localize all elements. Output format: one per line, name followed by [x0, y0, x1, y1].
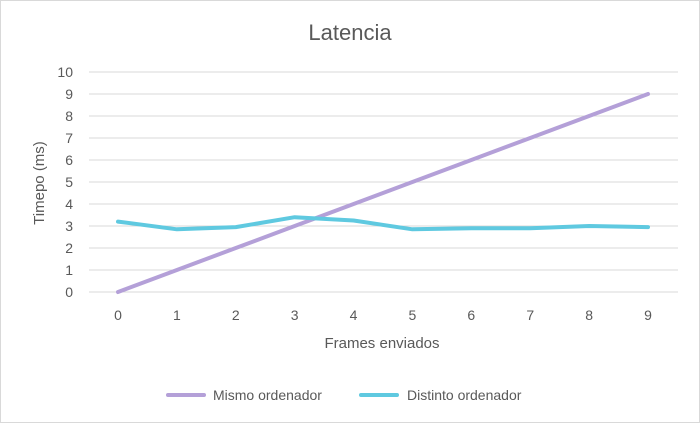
- x-tick-label: 0: [114, 307, 122, 323]
- y-tick-label: 6: [65, 152, 73, 168]
- legend-label: Distinto ordenador: [407, 387, 522, 403]
- gridlines: [89, 71, 678, 293]
- y-tick-label: 2: [65, 240, 73, 256]
- y-axis-label: Timepo (ms): [31, 141, 48, 225]
- x-tick-label: 1: [173, 307, 181, 323]
- x-tick-label: 2: [232, 307, 240, 323]
- x-tick-label: 6: [467, 307, 475, 323]
- y-tick-label: 4: [65, 196, 73, 212]
- y-axis-ticks: 0 1 2 3 4 5 6 7 8 9 10: [57, 64, 73, 300]
- y-tick-label: 0: [65, 284, 73, 300]
- y-tick-label: 10: [57, 64, 73, 80]
- y-tick-label: 1: [65, 262, 73, 278]
- series-lines: [116, 92, 650, 294]
- y-tick-label: 9: [65, 86, 73, 102]
- x-tick-label: 5: [409, 307, 417, 323]
- x-axis-ticks: 0 1 2 3 4 5 6 7 8 9: [114, 307, 652, 323]
- chart-title: Latencia: [308, 20, 392, 45]
- x-tick-label: 7: [526, 307, 534, 323]
- x-tick-label: 9: [644, 307, 652, 323]
- x-tick-label: 4: [350, 307, 358, 323]
- x-tick-label: 3: [291, 307, 299, 323]
- series-line-2: [116, 215, 650, 232]
- x-axis-label: Frames enviados: [324, 335, 439, 352]
- legend-label: Mismo ordenador: [213, 387, 322, 403]
- x-tick-label: 8: [585, 307, 593, 323]
- y-tick-label: 3: [65, 218, 73, 234]
- y-tick-label: 8: [65, 108, 73, 124]
- legend: Mismo ordenador Distinto ordenador: [166, 387, 522, 403]
- y-tick-label: 7: [65, 130, 73, 146]
- series-line-1: [116, 92, 650, 294]
- y-tick-label: 5: [65, 174, 73, 190]
